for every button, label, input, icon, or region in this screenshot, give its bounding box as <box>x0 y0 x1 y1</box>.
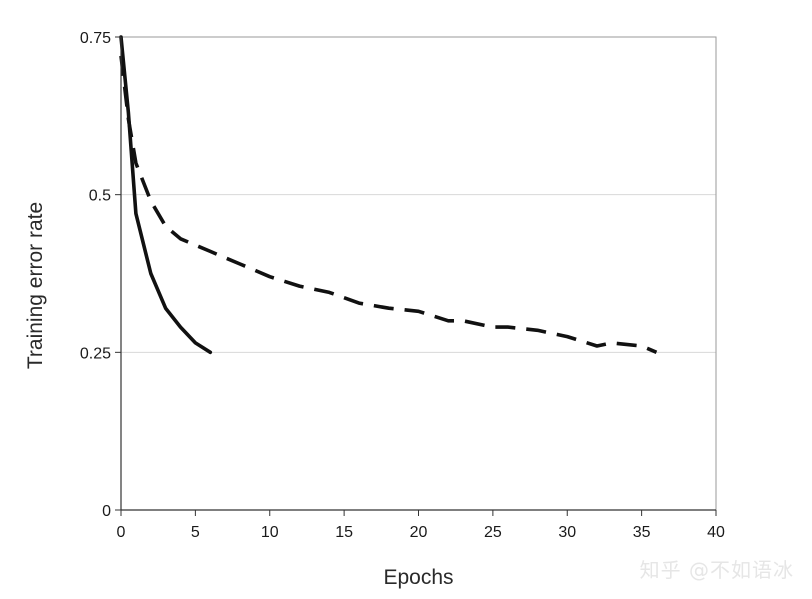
x-tick-label: 5 <box>191 524 200 541</box>
y-tick-label: 0.75 <box>80 30 111 47</box>
watermark-text: 知乎 @不如语冰 <box>639 558 794 582</box>
y-tick-label: 0.25 <box>80 345 111 362</box>
plot-area-frame <box>120 36 717 511</box>
axes <box>115 36 717 516</box>
y-axis-title: Training error rate <box>24 202 47 369</box>
x-tick-label: 35 <box>633 524 651 541</box>
x-tick-label: 20 <box>410 524 428 541</box>
tick-labels: 0 0.25 0.5 0.75 0 5 10 15 20 25 30 35 40 <box>80 30 725 541</box>
y-tick-label: 0 <box>102 503 111 520</box>
x-tick-label: 25 <box>484 524 502 541</box>
x-tick-label: 40 <box>707 524 725 541</box>
gridlines <box>121 194 716 353</box>
x-tick-label: 30 <box>558 524 576 541</box>
x-tick-label: 10 <box>261 524 279 541</box>
dashed-series-line <box>119 55 658 354</box>
x-axis-title: Epochs <box>383 566 453 589</box>
x-tick-label: 15 <box>335 524 353 541</box>
series-group <box>119 35 658 355</box>
y-tick-label: 0.5 <box>89 188 111 205</box>
x-tick-label: 0 <box>117 524 126 541</box>
